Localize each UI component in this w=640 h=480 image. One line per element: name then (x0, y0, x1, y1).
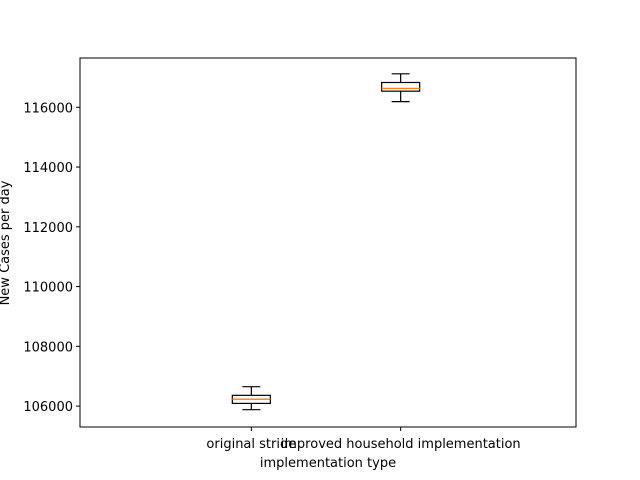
y-tick-label: 112000 (23, 221, 73, 236)
y-axis-label: New Cases per day (0, 180, 13, 305)
plot-area-frame (79, 57, 577, 428)
y-tick-label: 106000 (23, 400, 73, 415)
x-tick-label: improved household implementation (281, 437, 521, 452)
x-tick-label: original stride (206, 437, 296, 452)
box-plot (231, 386, 271, 411)
x-axis-label: implementation type (260, 456, 396, 471)
y-tick-label: 110000 (23, 281, 73, 296)
y-axis: 106000 108000 110000 112000 114000 116000 (23, 101, 80, 415)
box (381, 81, 421, 92)
chart-marks (231, 73, 421, 411)
y-tick-label: 108000 (23, 340, 73, 355)
y-tick-label: 114000 (23, 161, 73, 176)
box-plot (381, 73, 421, 103)
y-tick-label: 116000 (23, 101, 73, 116)
